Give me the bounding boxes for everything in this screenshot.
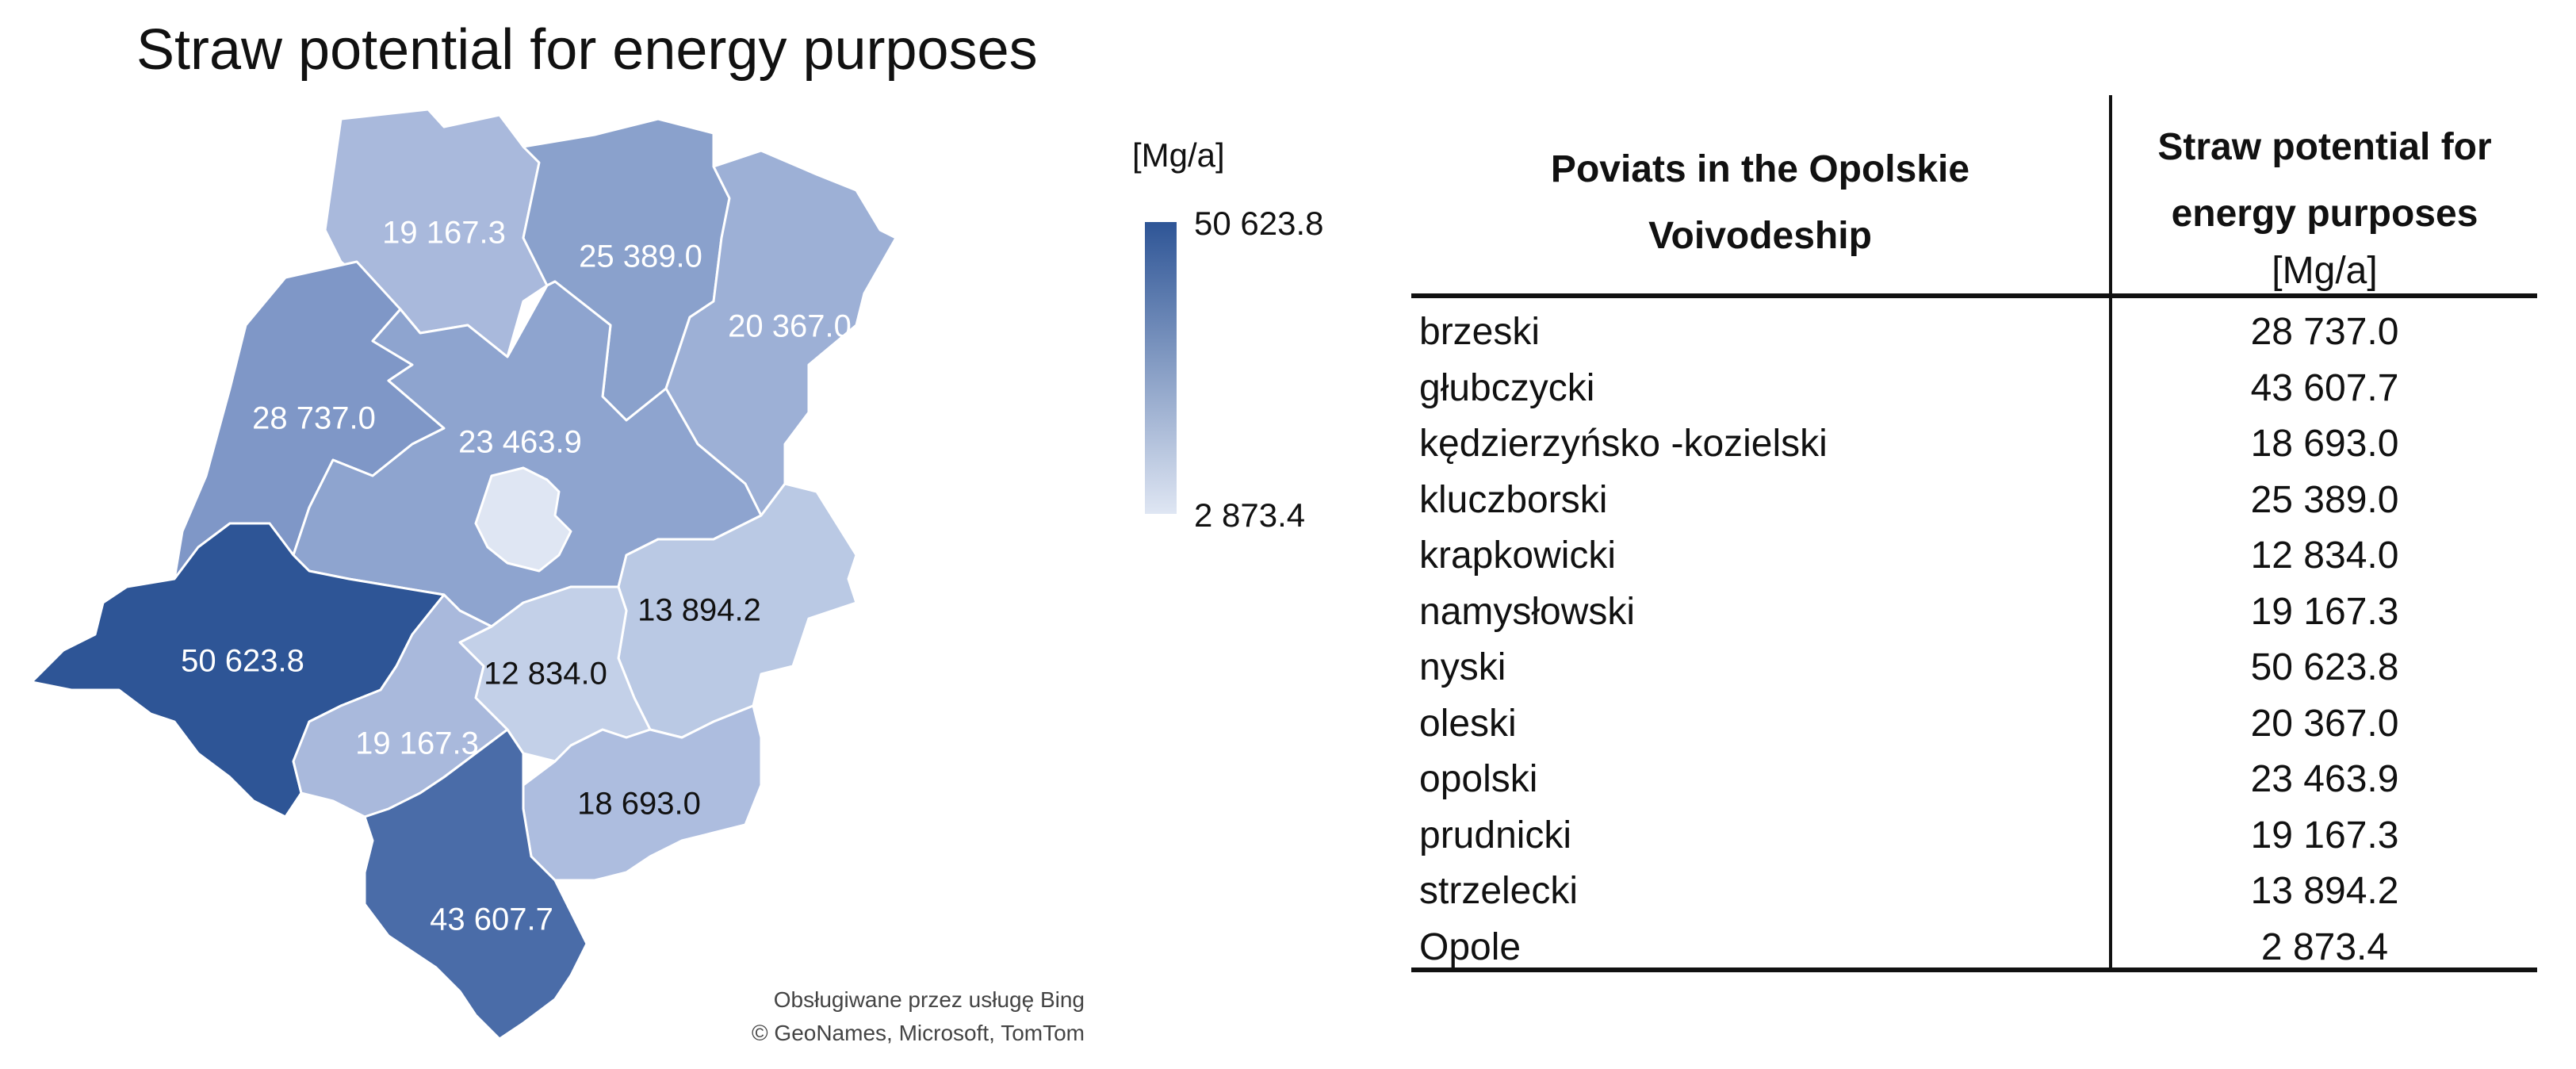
region-kedzierzynsko-kozielski[interactable]: [522, 704, 763, 882]
header-straw-potential: Straw potential for energy purposes [Mg/…: [2112, 114, 2537, 295]
table-row: kluczborski 25 389.0: [1411, 473, 2537, 528]
region-label-nyski: 50 623.8: [181, 644, 304, 679]
straw-potential-cell: 23 463.9: [2250, 758, 2399, 800]
table-row: strzelecki 13 894.2: [1411, 864, 2537, 919]
region-opole[interactable]: [474, 466, 572, 573]
table-row: kędzierzyńsko -kozielski 18 693.0: [1411, 416, 2537, 472]
legend-color-scale: [1145, 222, 1177, 514]
column-divider: [2109, 95, 2112, 967]
straw-potential-cell: 18 693.0: [2250, 423, 2399, 465]
straw-potential-cell: 2 873.4: [2260, 925, 2389, 968]
poviat-name-cell: Opole: [1419, 925, 1521, 968]
region-label-opolski: 23 463.9: [458, 425, 582, 460]
table-row: prudnicki 19 167.3: [1411, 808, 2537, 864]
straw-potential-cell: 20 367.0: [2250, 702, 2399, 745]
poviat-name-cell: głubczycki: [1419, 366, 1595, 409]
table-row: opolski 23 463.9: [1411, 752, 2537, 807]
table-row: brzeski 28 737.0: [1411, 305, 2537, 360]
poviat-name-cell: strzelecki: [1419, 870, 1579, 912]
straw-potential-cell: 19 167.3: [2250, 590, 2399, 633]
header-potential-line-2: energy purposes: [2171, 193, 2478, 235]
poviat-name-cell: kędzierzyńsko -kozielski: [1419, 423, 1828, 465]
table-row: Opole 2 873.4: [1411, 920, 2537, 975]
poviat-name-cell: nyski: [1419, 646, 1506, 688]
map-credits: Obsługiwane przez usługę Bing © GeoNames…: [698, 983, 1085, 1050]
region-label-kluczborski: 25 389.0: [579, 239, 702, 274]
bottom-rule: [1411, 967, 2537, 972]
header-potential-unit: [Mg/a]: [2272, 250, 2378, 292]
table-row: krapkowicki 12 834.0: [1411, 528, 2537, 584]
straw-potential-cell: 50 623.8: [2250, 646, 2399, 688]
table-row: oleski 20 367.0: [1411, 696, 2537, 752]
region-oleski[interactable]: [664, 149, 898, 517]
region-label-strzelecki: 13 894.2: [637, 593, 761, 628]
choropleth-map: 19 167.3 25 389.0 20 367.0 28 737.0 23 4…: [30, 108, 898, 1040]
poviat-name-cell: namysłowski: [1419, 590, 1636, 633]
straw-potential-cell: 19 167.3: [2250, 814, 2399, 856]
legend-min-label: 2 873.4: [1194, 496, 1306, 534]
region-label-oleski: 20 367.0: [728, 309, 852, 344]
poviat-name-cell: opolski: [1419, 758, 1538, 800]
header-potential-line-1: Straw potential for: [2157, 126, 2492, 168]
header-poviats-line-2: Voivodeship: [1648, 215, 1872, 257]
poviat-name-cell: oleski: [1419, 702, 1517, 745]
credits-line-1: Obsługiwane przez usługę Bing: [773, 987, 1085, 1012]
straw-potential-cell: 13 894.2: [2250, 870, 2399, 912]
region-label-krapkowicki: 12 834.0: [484, 657, 607, 692]
straw-potential-table: Poviats in the Opolskie Voivodeship Stra…: [1411, 95, 2537, 975]
table-row: namysłowski 19 167.3: [1411, 584, 2537, 640]
straw-potential-cell: 28 737.0: [2250, 311, 2399, 353]
region-label-brzeski: 28 737.0: [252, 401, 376, 436]
straw-potential-cell: 12 834.0: [2250, 534, 2399, 577]
legend-max-label: 50 623.8: [1194, 205, 1324, 242]
poviat-name-cell: krapkowicki: [1419, 534, 1617, 577]
region-label-prudnicki: 19 167.3: [355, 726, 479, 761]
straw-potential-cell: 43 607.7: [2250, 366, 2399, 409]
poviat-name-cell: brzeski: [1419, 311, 1541, 353]
legend-unit: [Mg/a]: [1132, 136, 1225, 174]
poviat-name-cell: kluczborski: [1419, 478, 1608, 521]
region-label-namyslowski: 19 167.3: [382, 216, 506, 251]
poviat-name-cell: prudnicki: [1419, 814, 1572, 856]
table-row: nyski 50 623.8: [1411, 640, 2537, 695]
straw-potential-cell: 25 389.0: [2250, 478, 2399, 521]
header-rule: [1411, 293, 2537, 298]
region-label-kedzierzynsko-kozielski: 18 693.0: [577, 787, 701, 822]
region-label-glubczycki: 43 607.7: [430, 902, 553, 937]
map-title: Straw potential for energy purposes: [136, 18, 1038, 82]
header-poviats-line-1: Poviats in the Opolskie: [1550, 148, 1970, 190]
table-row: głubczycki 43 607.7: [1411, 361, 2537, 416]
region-glubczycki[interactable]: [363, 728, 588, 1040]
header-poviats: Poviats in the Opolskie Voivodeship: [1411, 136, 2109, 270]
credits-line-2: © GeoNames, Microsoft, TomTom: [752, 1021, 1085, 1045]
